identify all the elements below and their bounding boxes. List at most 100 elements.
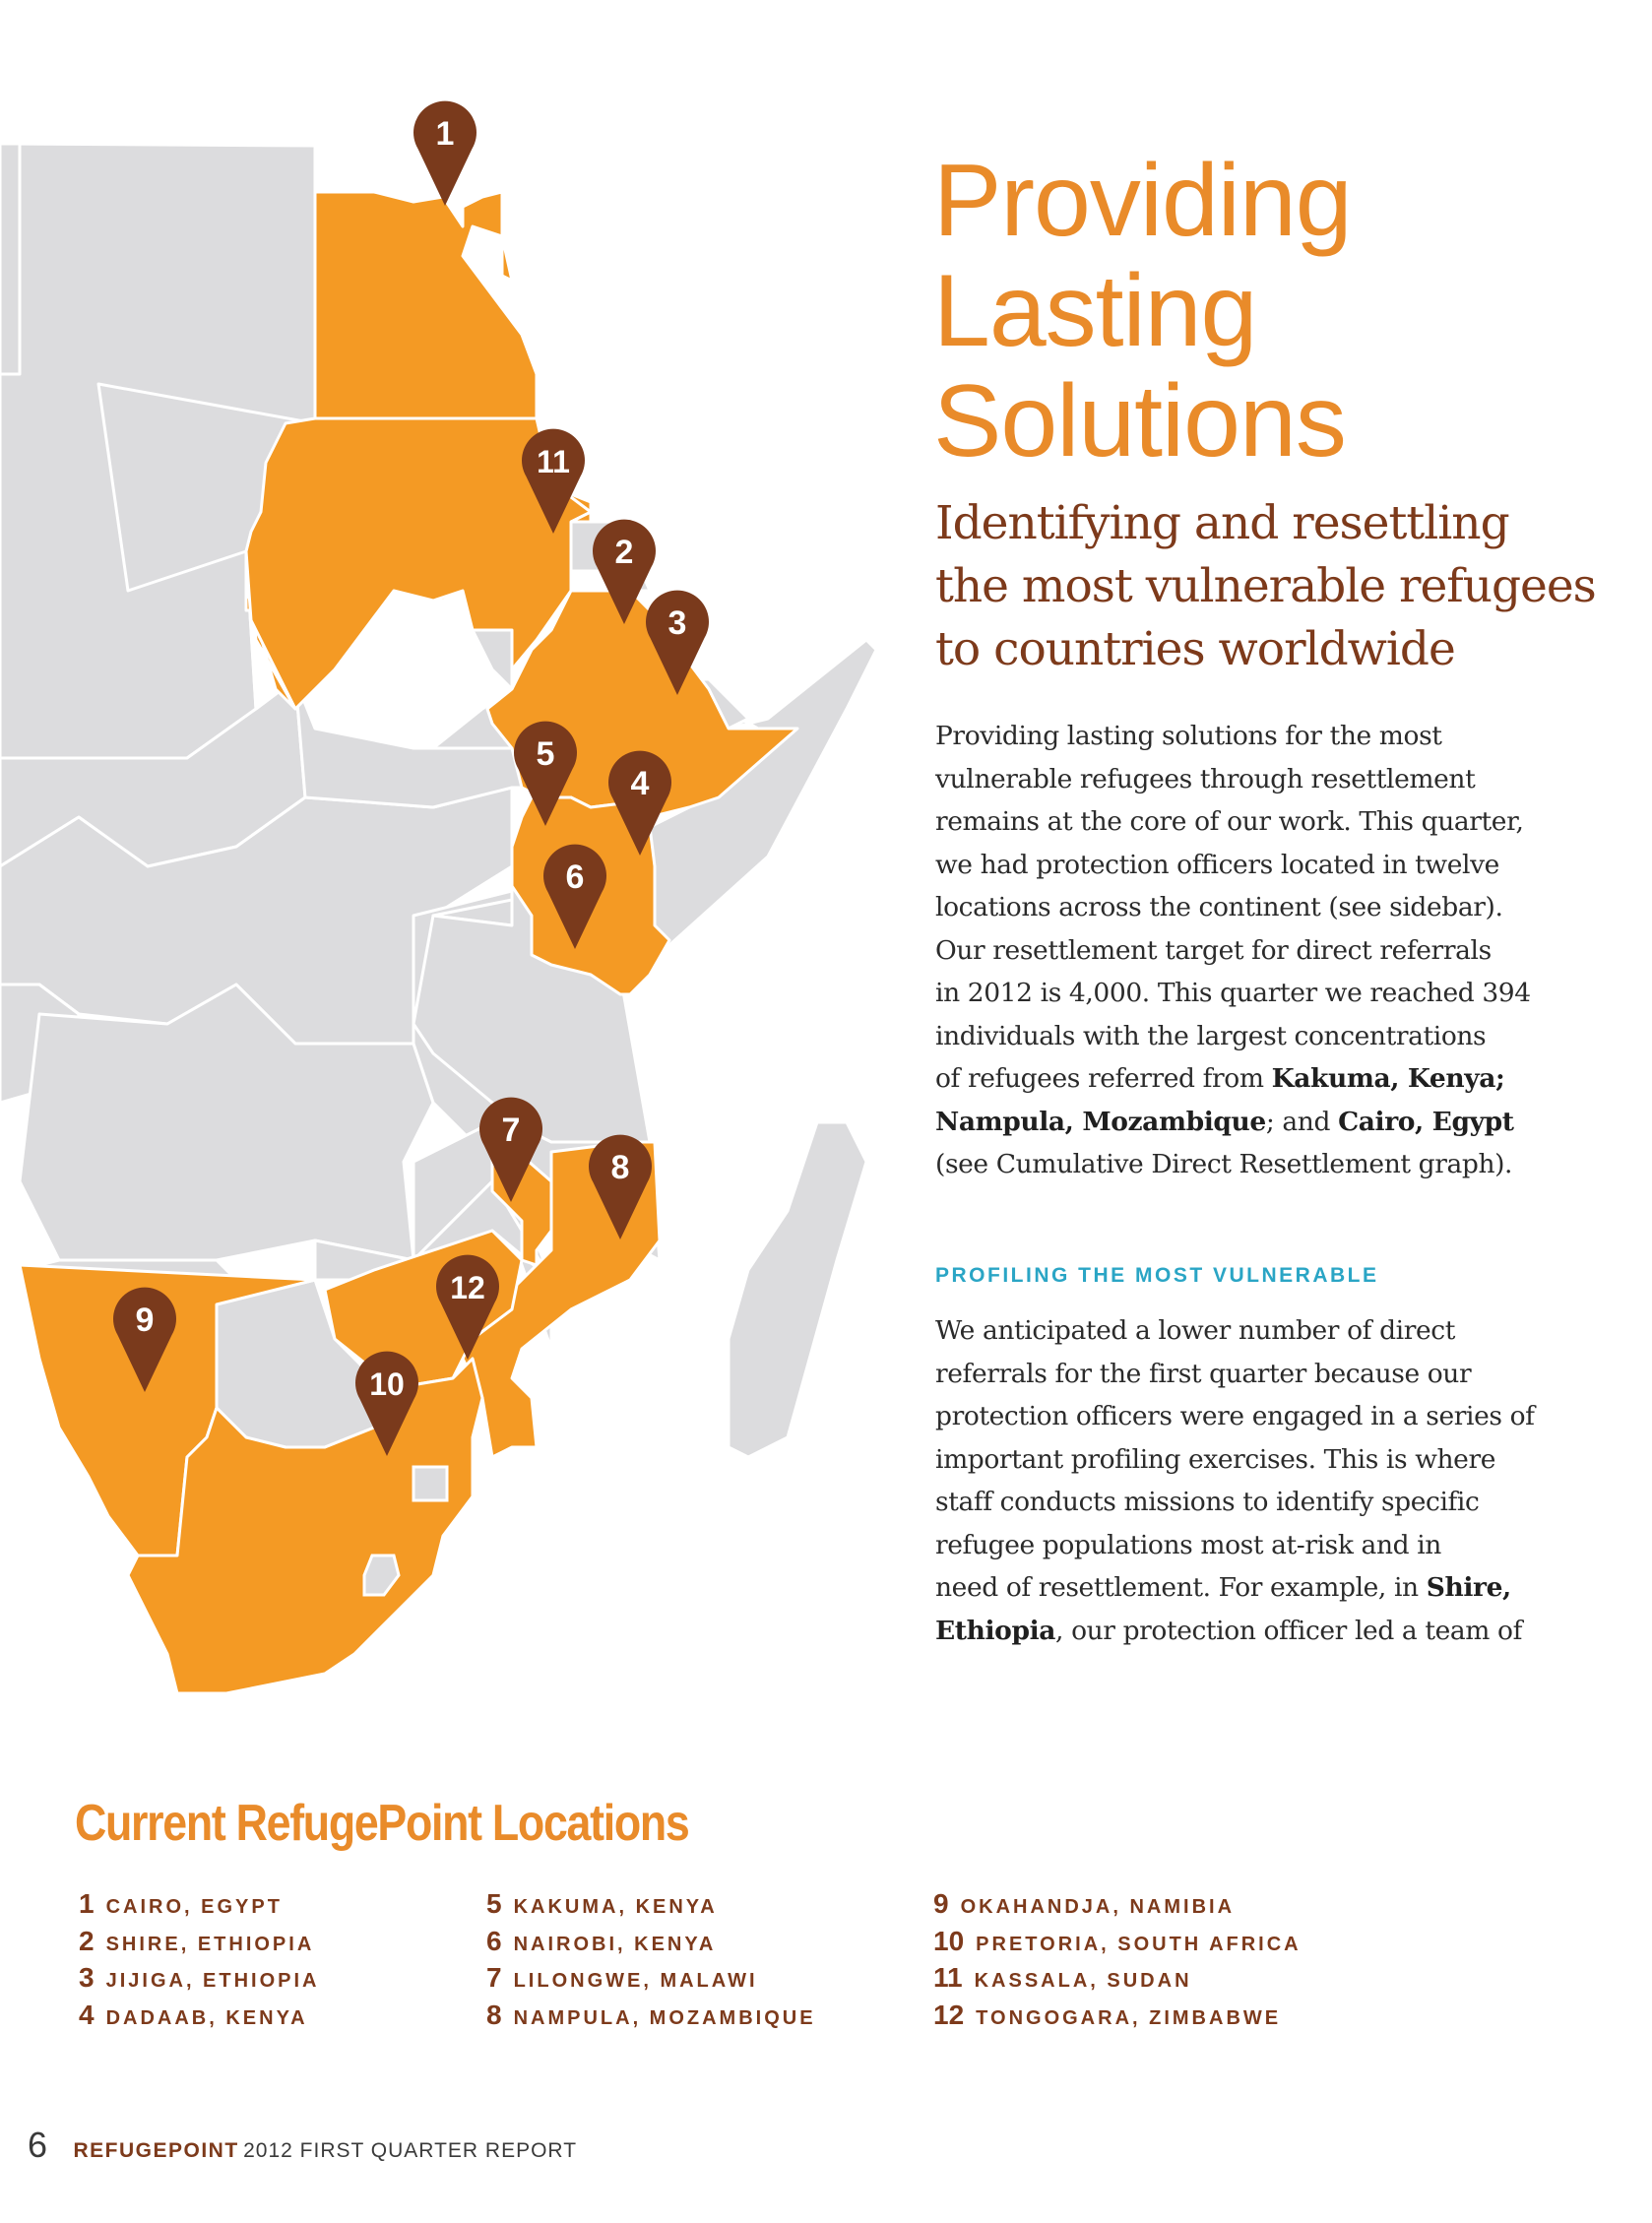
pin-marker-icon <box>593 519 656 624</box>
location-item: 8 NAMPULA, MOZAMBIQUE <box>486 2000 816 2037</box>
text-segment: of refugees referred from <box>935 1063 1272 1094</box>
locations-column-2: 5 KAKUMA, KENYA 6 NAIROBI, KENYA 7 LILONGWE… <box>486 1888 816 2036</box>
text-segment: , our protection officer led a team of <box>1055 1615 1522 1646</box>
location-item: 9 OKAHANDJA, NAMIBIA <box>933 1888 1302 1926</box>
subtitle-line: Identifying and resettling <box>935 496 1510 550</box>
country-sudan-body <box>244 416 593 711</box>
pin-marker-icon <box>645 590 710 695</box>
pin-marker-icon <box>479 1097 542 1202</box>
location-name: CAIRO, EGYPT <box>105 1896 283 1918</box>
footer-brand: REFUGEPOINT <box>73 2139 239 2162</box>
locations-column-1: 1 CAIRO, EGYPT 2 SHIRE, ETHIOPIA 3 JIJIGA, … <box>79 1888 320 2036</box>
section-heading: PROFILING THE MOST VULNERABLE <box>935 1264 1379 1287</box>
region-madagascar <box>727 1120 868 1459</box>
map-pin: 6 <box>543 844 606 949</box>
text-line: in 2012 is 4,000. This quarter we reache… <box>935 978 1531 1008</box>
location-name: SHIRE, ETHIOPIA <box>105 1933 315 1955</box>
page-footer: 6 REFUGEPOINT 2012 FIRST QUARTER REPORT <box>28 2125 577 2166</box>
title-line: Solutions <box>933 364 1347 478</box>
text-line: Providing lasting solutions for the most <box>935 721 1442 751</box>
pin-label: 9 <box>136 1302 155 1339</box>
location-name: NAMPULA, MOZAMBIQUE <box>513 2006 816 2029</box>
pin-marker-icon <box>112 1287 176 1392</box>
pin-label: 4 <box>631 765 650 802</box>
pin-marker-icon <box>436 1254 500 1360</box>
location-number: 4 <box>79 1999 95 2030</box>
text-line: staff conducts missions to identify spec… <box>935 1487 1480 1517</box>
location-number: 12 <box>933 1999 965 2030</box>
map-pin: 8 <box>588 1134 652 1239</box>
text-line: remains at the core of our work. This qu… <box>935 806 1524 837</box>
bold-location: Nampula, Mozambique <box>935 1106 1266 1137</box>
footer-report-title: 2012 FIRST QUARTER REPORT <box>243 2139 578 2162</box>
text-line: need of resettlement. For example, in Sh… <box>935 1566 1615 1610</box>
pin-label: 12 <box>450 1270 485 1305</box>
location-name: NAIROBI, KENYA <box>513 1933 717 1955</box>
pin-marker-icon <box>588 1134 652 1239</box>
text-line: Nampula, Mozambique; and Cairo, Egypt <box>935 1101 1615 1144</box>
location-number: 7 <box>486 1962 502 1993</box>
pin-label: 1 <box>436 115 455 153</box>
pin-marker-icon <box>354 1351 418 1456</box>
text-line: (see Cumulative Direct Resettlement grap… <box>935 1149 1513 1179</box>
location-item: 5 KAKUMA, KENYA <box>486 1888 816 1926</box>
map-pin: 10 <box>354 1351 418 1456</box>
location-name: TONGOGARA, ZIMBABWE <box>976 2006 1282 2029</box>
location-number: 6 <box>486 1925 502 1956</box>
map-pin: 7 <box>479 1097 542 1202</box>
map-pin: 11 <box>522 428 585 534</box>
locations-title: Current RefugePoint Locations <box>75 1795 690 1852</box>
location-number: 1 <box>79 1888 95 1919</box>
location-number: 8 <box>486 1999 502 2030</box>
location-item: 12 TONGOGARA, ZIMBABWE <box>933 2000 1302 2037</box>
region-swaziland <box>412 1465 449 1502</box>
location-name: LILONGWE, MALAWI <box>513 1970 758 1992</box>
location-item: 3 JIJIGA, ETHIOPIA <box>79 1962 320 2000</box>
text-line: protection officers were engaged in a se… <box>935 1401 1535 1431</box>
text-line: we had protection officers located in tw… <box>935 849 1499 880</box>
location-number: 2 <box>79 1925 95 1956</box>
pin-marker-icon <box>543 844 606 949</box>
map-pin: 5 <box>514 721 577 826</box>
map-pin: 3 <box>645 590 710 695</box>
map-highlight <box>18 190 799 1695</box>
text-segment: need of resettlement. For example, in <box>935 1572 1427 1603</box>
region-northwest-b <box>0 142 22 376</box>
text-line: locations across the continent (see side… <box>935 892 1503 922</box>
pin-marker-icon <box>522 428 585 534</box>
title-line: Providing <box>933 144 1353 258</box>
title-line: Lasting <box>933 254 1257 368</box>
body-paragraph-2: We anticipated a lower number of direct … <box>935 1309 1615 1652</box>
pin-label: 6 <box>566 858 585 896</box>
locations-column-3: 9 OKAHANDJA, NAMIBIA 10 PRETORIA, SOUTH AF… <box>933 1888 1302 2036</box>
map-pin: 12 <box>436 1254 500 1360</box>
location-item: 11 KASSALA, SUDAN <box>933 1962 1302 2000</box>
location-number: 9 <box>933 1888 949 1919</box>
location-name: OKAHANDJA, NAMIBIA <box>960 1896 1236 1918</box>
map-land <box>0 142 878 1459</box>
location-item: 10 PRETORIA, SOUTH AFRICA <box>933 1926 1302 1963</box>
bold-location: Shire, <box>1426 1572 1512 1603</box>
location-item: 1 CAIRO, EGYPT <box>79 1888 320 1926</box>
pin-marker-icon <box>608 750 671 856</box>
page-number: 6 <box>28 2125 48 2165</box>
bold-location: Cairo, Egypt <box>1338 1106 1514 1137</box>
location-number: 5 <box>486 1888 502 1919</box>
location-name: KASSALA, SUDAN <box>974 1970 1192 1992</box>
page-title: Providing Lasting Solutions <box>933 146 1622 476</box>
text-line: refugee populations most at-risk and in <box>935 1529 1441 1560</box>
pin-label: 10 <box>369 1366 405 1402</box>
text-line: referrals for the first quarter because … <box>935 1358 1472 1389</box>
subtitle-line: the most vulnerable refugees <box>935 559 1597 613</box>
country-egypt <box>313 190 539 420</box>
location-number: 10 <box>933 1925 965 1956</box>
body-paragraph-1: Providing lasting solutions for the most… <box>935 715 1615 1186</box>
location-item: 7 LILONGWE, MALAWI <box>486 1962 816 2000</box>
map-pin: 1 <box>413 100 477 206</box>
pin-label: 7 <box>502 1112 521 1149</box>
page-subtitle: Identifying and resettling the most vuln… <box>935 492 1624 681</box>
text-line: of refugees referred from Kakuma, Kenya; <box>935 1057 1615 1101</box>
country-mozambique <box>461 1140 662 1459</box>
